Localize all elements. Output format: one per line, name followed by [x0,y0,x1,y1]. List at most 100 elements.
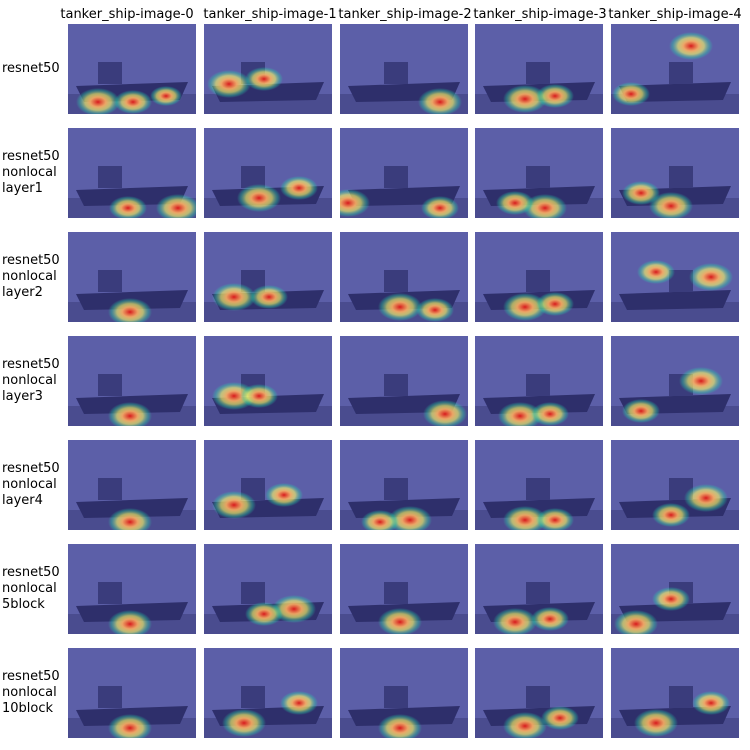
heat-blob [498,402,542,426]
heat-blob [237,184,281,212]
row-label: resnet50 nonlocal layer1 [2,149,60,196]
ship-superstructure [384,62,408,84]
heat-blob [652,503,690,527]
heatmap-cell [68,232,196,322]
heat-blob [493,608,537,634]
row-label: resnet50 nonlocal 5block [2,565,60,612]
ship-superstructure [384,686,408,708]
heatmap-image [68,336,196,426]
ship-superstructure [241,686,265,708]
heatmap-cell [611,440,739,530]
heat-blob [634,709,678,737]
heatmap-cell [68,24,196,114]
column-title: tanker_ship-image-0 [60,7,194,22]
ship-superstructure [526,62,550,84]
heat-blob [156,194,196,218]
ship-superstructure [98,166,122,188]
heat-blob [361,510,399,530]
ship-superstructure [526,166,550,188]
heatmap-image [68,544,196,634]
heatmap-cell [68,336,196,426]
heatmap-image [611,232,739,322]
heatmap-image [340,232,468,322]
heatmap-cell [611,336,739,426]
ship-superstructure [669,686,693,708]
heat-blob [614,610,658,634]
heatmap-cell [68,128,196,218]
heatmap-cell [340,648,468,738]
heatmap-cell [611,544,739,634]
heatmap-cell [204,24,332,114]
ship-superstructure [384,374,408,396]
ship-superstructure [98,270,122,292]
row-label: resnet50 nonlocal 10block [2,669,60,716]
heatmap-cell [340,128,468,218]
heat-blob [679,367,723,395]
heatmap-cell [611,648,739,738]
heat-blob [108,402,152,426]
column-title: tanker_ship-image-2 [338,7,472,22]
heatmap-image [204,24,332,114]
heat-blob [340,189,370,217]
ship-superstructure [526,478,550,500]
heatmap-image [475,648,603,738]
heatmap-cell [475,544,603,634]
heat-blob [416,298,454,322]
ship-superstructure [526,374,550,396]
heat-blob [109,196,147,218]
heat-blob [108,714,152,738]
ship-superstructure [241,582,265,604]
heatmap-image [611,440,739,530]
heatmap-cell [340,24,468,114]
heat-blob [536,508,574,530]
heat-blob [649,192,693,218]
heatmap-image [204,544,332,634]
heatmap-image [204,232,332,322]
heatmap-cell [340,440,468,530]
ship-superstructure [384,582,408,604]
heat-blob [541,706,579,730]
heat-blob [280,176,318,200]
heat-blob [531,607,569,631]
heatmap-image [340,544,468,634]
column-title: tanker_ship-image-3 [473,7,607,22]
heat-blob [378,293,422,321]
heatmap-cell [475,336,603,426]
heat-blob [245,602,283,626]
heatmap-image [611,128,739,218]
heatmap-cell [475,648,603,738]
heat-blob [150,86,182,106]
heatmap-image [340,24,468,114]
heatmap-cell [204,232,332,322]
ship-superstructure [384,166,408,188]
heat-blob [108,508,152,530]
heatmap-cell [68,544,196,634]
heatmap-image [204,336,332,426]
heat-blob [378,714,422,738]
heatmap-cell [475,440,603,530]
heat-blob [280,691,318,715]
heatmap-cell [340,336,468,426]
heatmap-image [475,24,603,114]
heatmap-cell [204,648,332,738]
heatmap-cell [475,24,603,114]
ship-superstructure [669,166,693,188]
heatmap-image [475,336,603,426]
heat-blob [536,84,574,108]
row-label: resnet50 nonlocal layer2 [2,253,60,300]
heat-blob [622,399,660,423]
ship-superstructure [384,270,408,292]
heat-blob [76,88,120,114]
ship-hull [76,498,188,518]
heat-blob [536,292,574,316]
heatmap-image [611,24,739,114]
heat-blob [265,483,303,507]
heatmap-image [340,128,468,218]
heat-blob [212,491,256,519]
heat-blob [523,194,567,218]
heatmap-image [611,336,739,426]
ship-superstructure [669,270,693,292]
heatmap-cell [475,128,603,218]
heat-blob [503,293,547,321]
heat-blob [207,70,251,98]
